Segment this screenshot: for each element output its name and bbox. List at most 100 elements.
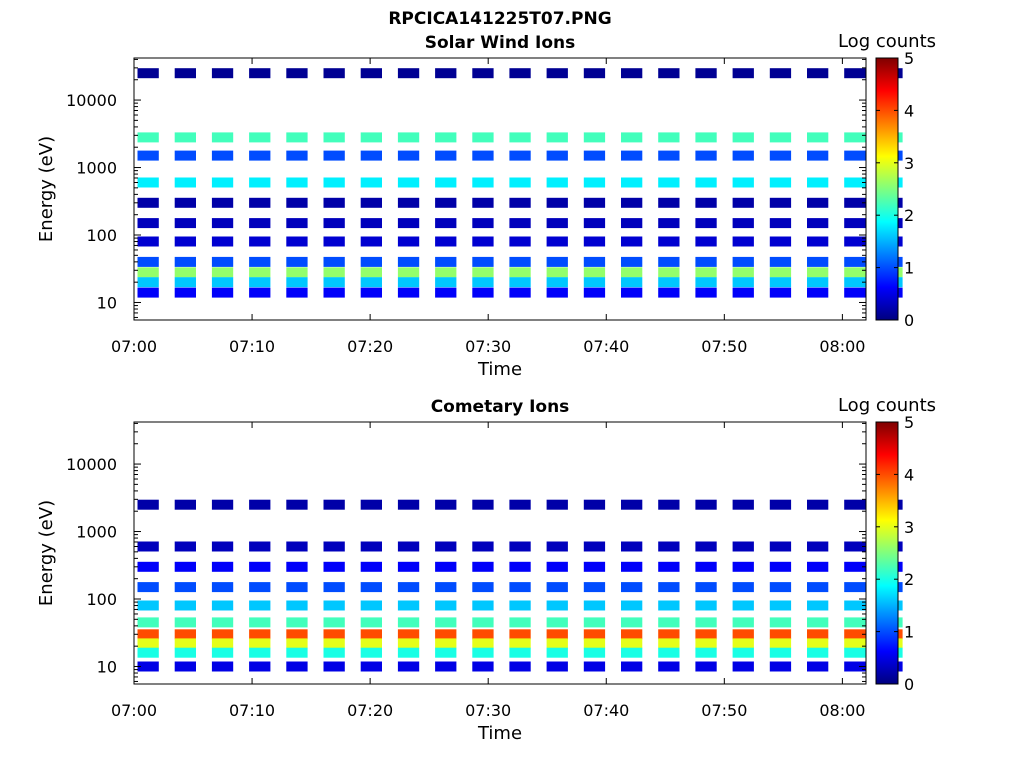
heatmap-cell — [435, 638, 457, 649]
heatmap-cell — [732, 499, 754, 510]
heatmap-cell — [211, 287, 234, 298]
heatmap-cell — [360, 218, 382, 229]
heatmap-cell — [137, 177, 159, 188]
heatmap-cell — [397, 582, 420, 593]
heatmap-cell — [360, 132, 382, 143]
heatmap-cell — [807, 218, 829, 229]
heatmap-cell — [249, 638, 271, 649]
heatmap-cell — [546, 287, 568, 298]
heatmap-cell — [844, 582, 866, 593]
heatmap-cell — [211, 638, 234, 649]
axes: 07:00 07:10 07:20 07:30 07:40 07:50 08:00 10 100… — [66, 422, 866, 720]
heatmap-cell — [435, 132, 457, 143]
x-axis-label: Time — [477, 359, 522, 380]
heatmap-cell — [435, 647, 457, 658]
heatmap-cell — [658, 661, 680, 672]
heatmap-cell — [211, 218, 234, 229]
heatmap-cell — [621, 267, 643, 278]
heatmap-cell — [286, 132, 308, 143]
heatmap-cell — [695, 287, 717, 298]
colorbar-tick-label: 4 — [904, 465, 914, 484]
y-tick-label: 10 — [97, 293, 117, 312]
heatmap-cell — [732, 177, 754, 188]
heatmap-cell — [249, 600, 271, 611]
heatmap-cell — [621, 661, 643, 672]
heatmap-cell — [435, 661, 457, 672]
heatmap-cell — [360, 600, 382, 611]
heatmap-cell — [472, 600, 494, 611]
heatmap-cell — [137, 582, 159, 593]
heatmap-cell — [769, 629, 792, 640]
colorbar-tick-label: 5 — [904, 49, 914, 68]
heatmap-cell — [323, 150, 345, 161]
heatmap-cell — [509, 236, 531, 247]
colorbar-label: Log counts — [838, 395, 936, 416]
heatmap-cell — [286, 218, 308, 229]
heatmap-cell — [621, 150, 643, 161]
heatmap-cell — [249, 267, 271, 278]
x-tick-label: 07:30 — [465, 701, 511, 720]
heatmap-cell — [621, 647, 643, 658]
heatmap-cell — [472, 256, 494, 267]
heatmap-cell — [583, 541, 606, 552]
heatmap-cell — [621, 236, 643, 247]
heatmap-cell — [695, 256, 717, 267]
heatmap-cell — [844, 617, 866, 628]
colorbar-tick-label: 4 — [904, 101, 914, 120]
heatmap-cell — [769, 499, 792, 510]
heatmap-cell — [621, 617, 643, 628]
heatmap-cell — [769, 561, 792, 572]
colorbar-tick-label: 2 — [904, 570, 914, 589]
heatmap-cell — [174, 629, 196, 640]
y-tick-label: 10000 — [66, 455, 117, 474]
heatmap-cell — [509, 647, 531, 658]
heatmap-cell — [769, 647, 792, 658]
x-tick-label: 07:10 — [229, 337, 275, 356]
heatmap-cell — [472, 629, 494, 640]
colorbar-ticks: 0 1 2 3 4 5 — [876, 49, 914, 330]
heatmap-cell — [397, 499, 420, 510]
heatmap-cell — [732, 68, 754, 79]
heatmap-cell — [695, 150, 717, 161]
heatmap-cell — [360, 197, 382, 208]
heatmap-cell — [286, 600, 308, 611]
heatmap-cell — [286, 629, 308, 640]
heatmap-cell — [174, 236, 196, 247]
heatmap-cell — [435, 277, 457, 288]
heatmap-cell — [249, 277, 271, 288]
heatmap-cell — [621, 582, 643, 593]
heatmap-cells — [137, 499, 903, 672]
x-tick-label: 07:30 — [465, 337, 511, 356]
heatmap-cell — [732, 132, 754, 143]
heatmap-cell — [658, 582, 680, 593]
heatmap-cell — [509, 267, 531, 278]
heatmap-cell — [397, 647, 420, 658]
heatmap-cell — [137, 617, 159, 628]
heatmap-cell — [695, 499, 717, 510]
panel-title: Solar Wind Ions — [425, 33, 576, 53]
heatmap-cell — [249, 236, 271, 247]
heatmap-cell — [621, 177, 643, 188]
heatmap-cell — [509, 132, 531, 143]
heatmap-cell — [174, 177, 196, 188]
heatmap-cell — [472, 647, 494, 658]
heatmap-cell — [546, 197, 568, 208]
heatmap-cell — [844, 561, 866, 572]
heatmap-cell — [583, 561, 606, 572]
heatmap-cell — [546, 236, 568, 247]
heatmap-cell — [360, 647, 382, 658]
heatmap-cell — [583, 150, 606, 161]
heatmap-cell — [286, 287, 308, 298]
heatmap-cell — [621, 68, 643, 79]
heatmap-cell — [509, 629, 531, 640]
heatmap-cell — [583, 617, 606, 628]
heatmap-cell — [769, 197, 792, 208]
heatmap-cell — [509, 177, 531, 188]
heatmap-cell — [695, 277, 717, 288]
heatmap-cell — [621, 287, 643, 298]
colorbar-ticks: 0 1 2 3 4 5 — [876, 413, 914, 694]
heatmap-cell — [323, 638, 345, 649]
heatmap-cell — [323, 68, 345, 79]
heatmap-cell — [546, 617, 568, 628]
heatmap-cell — [695, 267, 717, 278]
